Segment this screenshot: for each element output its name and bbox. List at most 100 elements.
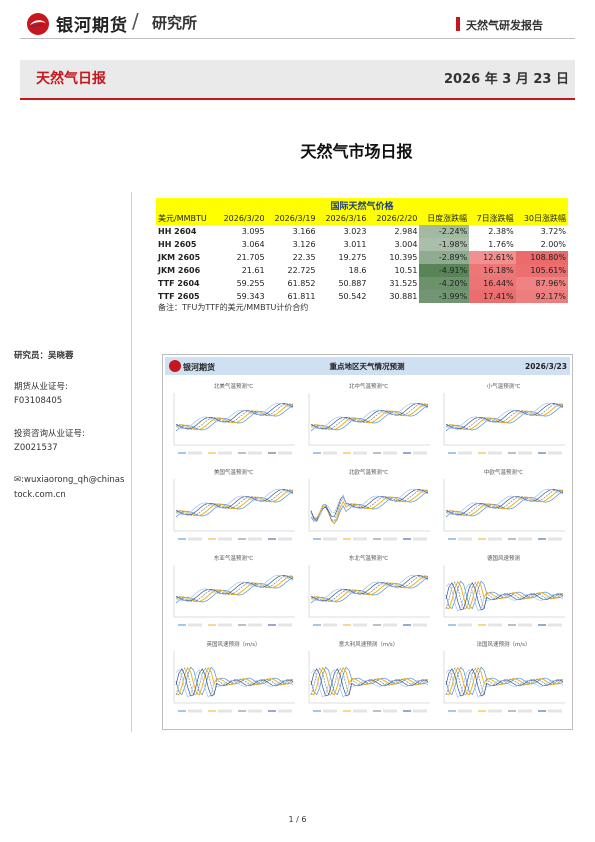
license-number: F03108405 bbox=[14, 396, 63, 406]
mini-chart-legend-label bbox=[458, 709, 472, 713]
mini-chart-series-line bbox=[310, 574, 429, 601]
column-divider bbox=[131, 192, 132, 732]
table-header-cell: 美元/MMBTU bbox=[156, 212, 216, 225]
mini-chart-series-line bbox=[175, 575, 294, 603]
mini-chart-legend-label bbox=[218, 451, 232, 455]
mini-chart-legend-label bbox=[383, 537, 397, 541]
mini-chart-series-line bbox=[445, 668, 564, 698]
table-cell: 3.011 bbox=[343, 240, 367, 249]
mini-chart-legend-label bbox=[488, 623, 502, 627]
mini-chart-legend-label bbox=[548, 623, 562, 627]
table-cell: 22.725 bbox=[287, 266, 316, 275]
mini-chart-legend-label bbox=[518, 623, 532, 627]
mini-chart-legend-label bbox=[413, 451, 427, 455]
mini-chart-legend-label bbox=[248, 709, 262, 713]
table-header-cell: 2026/2/20 bbox=[368, 212, 420, 225]
mini-chart-series-line bbox=[175, 575, 294, 602]
weather-forecast-image: 银河期货 重点地区天气情况预测 2026/3/23 北美气温预测℃ 北中气温预测℃ 小气温… bbox=[165, 357, 570, 713]
mini-chart-series-line bbox=[176, 403, 294, 430]
mini-chart-series-line bbox=[446, 489, 564, 516]
table-cell: 3.095 bbox=[241, 227, 265, 236]
mini-chart-series-line bbox=[445, 489, 564, 516]
table-cell: 18.6 bbox=[348, 266, 367, 275]
table-cell: -3.99% bbox=[419, 290, 470, 303]
mini-chart-legend-label bbox=[383, 623, 397, 627]
mini-chart-series-line bbox=[445, 580, 564, 610]
mini-chart-series-line bbox=[311, 575, 429, 602]
table-cell: 16.44% bbox=[469, 277, 516, 290]
report-type-label: 天然气研发报告 bbox=[466, 19, 543, 32]
table-cell: 2.38% bbox=[469, 225, 516, 238]
mini-chart-series-line bbox=[311, 403, 429, 430]
mini-chart-series-line bbox=[445, 488, 564, 515]
table-row: JKM 2606 21.61 22.725 18.6 10.51 -4.91% 16.18%… bbox=[156, 264, 568, 277]
table-cell: 16.18% bbox=[469, 264, 516, 277]
mini-chart-title: 东亚气温预测℃ bbox=[214, 554, 253, 562]
table-cell: -1.98% bbox=[419, 238, 470, 251]
mini-chart-legend-label bbox=[458, 537, 472, 541]
table-cell: 59.255 bbox=[236, 279, 265, 288]
mini-chart-series-line bbox=[445, 582, 564, 612]
table-header-cell: 2026/3/19 bbox=[266, 212, 318, 225]
contract-name: JKM 2606 bbox=[158, 266, 201, 275]
mini-chart-series-line bbox=[175, 666, 294, 696]
table-cell: 21.61 bbox=[241, 266, 265, 275]
contract-name: HH 2605 bbox=[158, 240, 197, 249]
table-cell: 3.064 bbox=[241, 240, 265, 249]
contract-name: JKM 2605 bbox=[158, 253, 201, 262]
mini-chart-series-line bbox=[310, 403, 429, 430]
mini-chart-legend-label bbox=[248, 451, 262, 455]
contract-name: TTF 2604 bbox=[158, 279, 200, 288]
mini-chart-series-line bbox=[176, 489, 294, 516]
mini-chart-legend-label bbox=[218, 537, 232, 541]
mini-chart-series-line bbox=[175, 488, 294, 515]
mini-chart-title: 英国风速预测（m/s） bbox=[206, 640, 260, 648]
table-header-cell: 2026/3/20 bbox=[215, 212, 267, 225]
table-cell: 2.984 bbox=[394, 227, 418, 236]
mini-chart-title: 北中气温预测℃ bbox=[349, 382, 388, 390]
report-type-accent bbox=[456, 17, 460, 31]
mini-chart-series-line bbox=[175, 574, 294, 601]
mini-chart-legend-label bbox=[323, 451, 337, 455]
mini-chart-title: 北欧气温预测℃ bbox=[349, 468, 388, 476]
email-link-cont[interactable]: tock.com.cn bbox=[14, 490, 66, 500]
mini-chart-legend-label bbox=[458, 623, 472, 627]
mini-chart-series-line bbox=[310, 668, 429, 698]
table-cell: 3.72% bbox=[515, 225, 568, 238]
table-cell: 30.881 bbox=[389, 292, 418, 301]
brand-sub-name: 研究所 bbox=[152, 14, 198, 32]
mini-chart-title: 东北气温预测℃ bbox=[349, 554, 388, 562]
table-header-cell: 7日涨跌幅 bbox=[469, 212, 516, 225]
table-row: TTF 2605 59.343 61.811 50.542 30.881 -3.99% 17… bbox=[156, 290, 568, 303]
table-header-cell: 30日涨跌幅 bbox=[515, 212, 568, 225]
mini-chart-legend-label bbox=[383, 709, 397, 713]
mini-chart-legend-label bbox=[548, 537, 562, 541]
mini-chart-series-line bbox=[175, 403, 294, 430]
mini-chart-legend-label bbox=[188, 709, 202, 713]
table-header-cell: 日度涨跌幅 bbox=[419, 212, 470, 225]
brand-name: 银河期货 bbox=[56, 16, 128, 36]
mini-chart-series-line bbox=[446, 403, 564, 430]
table-cell: 21.705 bbox=[236, 253, 265, 262]
mini-chart-series-line bbox=[175, 489, 294, 516]
mini-chart-series-line bbox=[310, 575, 429, 602]
panel-title: 重点地区天气情况预测 bbox=[330, 361, 405, 371]
mini-chart-title: 美国气温预测℃ bbox=[214, 468, 253, 476]
email-link[interactable]: ✉:wuxiaorong_qh@chinas bbox=[14, 475, 125, 485]
mini-chart-title: 德国风速预测 bbox=[487, 554, 521, 562]
mini-chart-series-line bbox=[175, 403, 294, 431]
mini-chart-legend-label bbox=[248, 623, 262, 627]
table-cell: 105.61% bbox=[515, 264, 568, 277]
mini-chart-legend-label bbox=[413, 537, 427, 541]
table-cell: 10.51 bbox=[394, 266, 418, 275]
mini-chart-legend-label bbox=[188, 451, 202, 455]
table-header-cell: 2026/3/16 bbox=[317, 212, 369, 225]
table-cell: 2.00% bbox=[515, 238, 568, 251]
table-cell: 61.852 bbox=[287, 279, 316, 288]
table-row: HH 2604 3.095 3.166 3.023 2.984 -2.24% 2.38% 3.… bbox=[156, 225, 568, 238]
panel-logo-text: 银河期货 bbox=[182, 362, 215, 372]
mini-chart-title: 小气温预测℃ bbox=[487, 382, 521, 390]
mini-chart-legend-label bbox=[413, 709, 427, 713]
mini-chart-series-line bbox=[310, 489, 429, 522]
table-row: HH 2605 3.064 3.126 3.011 3.004 -1.98% 1.76% 2.… bbox=[156, 238, 568, 251]
